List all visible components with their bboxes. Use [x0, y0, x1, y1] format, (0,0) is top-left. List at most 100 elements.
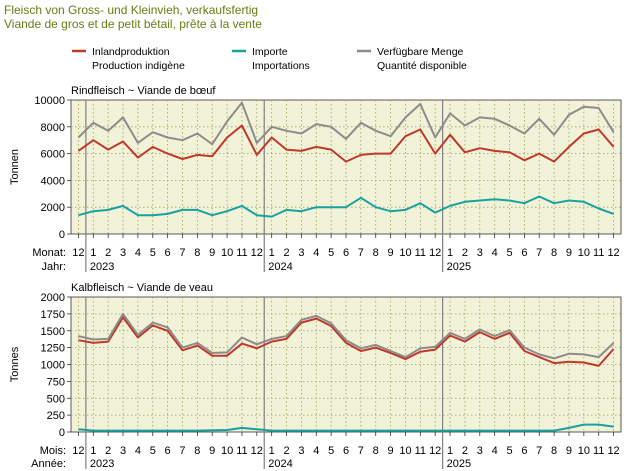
legend-label-de-0: Inlandproduktion: [92, 46, 170, 58]
y-tick-label: 750: [47, 376, 65, 388]
x-tick-label-month: 6: [521, 247, 527, 259]
x-tick-label-month: 4: [313, 445, 319, 457]
x-tick-label-month: 11: [593, 445, 604, 457]
x-tick-label-month: 8: [551, 247, 557, 259]
x-tick-label-month: 11: [593, 247, 604, 259]
x-tick-label-month: 10: [578, 445, 590, 457]
y-tick-label: 1000: [41, 360, 65, 372]
series-line-imports: [78, 195, 614, 218]
x-tick-label-month: 12: [607, 247, 619, 259]
x-tick-label-month: 9: [209, 247, 215, 259]
series-line-available: [78, 312, 615, 360]
x-tick-label-month: 3: [477, 247, 483, 259]
legend: Inlandproduktion Production indigène Impor…: [72, 46, 467, 72]
plot-area: [70, 99, 622, 235]
x-tick-label-month: 2: [462, 247, 468, 259]
y-tick-label: 250: [47, 410, 65, 422]
x-tick-label-month: 1: [90, 445, 96, 457]
x-tick-label-month: 1: [447, 247, 453, 259]
x-axis-row-label-month: Mois:: [40, 445, 66, 457]
x-tick-label-month: 8: [194, 445, 200, 457]
series-line-available: [77, 101, 615, 146]
legend-label-fr-0: Production indigène: [92, 60, 185, 72]
x-tick-label-month: 9: [566, 445, 572, 457]
x-tick-label-month: 1: [269, 445, 275, 457]
x-tick-label-month: 12: [72, 247, 84, 259]
x-tick-label-month: 4: [135, 247, 141, 259]
x-tick-label-month: 4: [492, 247, 498, 259]
x-tick-label-month: 10: [399, 247, 411, 259]
x-tick-label-month: 12: [607, 445, 619, 457]
legend-label-fr-2: Quantité disponible: [377, 60, 467, 72]
x-tick-label-month: 8: [551, 445, 557, 457]
x-tick-label-month: 5: [328, 247, 334, 259]
legend-label-fr-1: Importations: [252, 60, 310, 72]
y-tick-label: 10000: [34, 95, 65, 107]
x-tick-label-month: 8: [194, 247, 200, 259]
x-tick-label-month: 4: [492, 445, 498, 457]
x-tick-label-month: 2: [283, 445, 289, 457]
y-tick-label: 8000: [41, 122, 65, 134]
x-tick-label-month: 5: [150, 445, 156, 457]
x-tick-label-month: 3: [120, 247, 126, 259]
y-tick-label: 6000: [41, 149, 65, 161]
y-tick-label: 1250: [41, 343, 65, 355]
y-tick-label: 1750: [41, 309, 65, 321]
x-axis-row-label-month: Monat:: [32, 247, 66, 259]
series-line-imports: [78, 423, 614, 432]
x-tick-label-month: 3: [298, 247, 304, 259]
x-tick-label-month: 4: [135, 445, 141, 457]
x-tick-label-month: 6: [521, 445, 527, 457]
legend-label-de-1: Importe: [252, 46, 288, 58]
y-tick-label: 2000: [41, 292, 65, 304]
x-tick-label-month: 12: [72, 445, 84, 457]
x-tick-label-year: 2023: [90, 261, 114, 273]
x-tick-label-month: 11: [236, 445, 247, 457]
x-tick-label-month: 1: [447, 445, 453, 457]
y-tick-label: 500: [47, 393, 65, 405]
y-axis-label: Tonnes: [9, 346, 21, 382]
x-tick-label-month: 7: [358, 247, 364, 259]
x-tick-label-month: 2: [105, 247, 111, 259]
x-tick-label-month: 6: [343, 445, 349, 457]
x-tick-label-month: 12: [429, 247, 441, 259]
figure-title-de: Fleisch von Gross- und Kleinvieh, verkau…: [4, 3, 258, 17]
x-tick-label-month: 7: [179, 247, 185, 259]
x-tick-label-month: 8: [373, 445, 379, 457]
y-tick-label: 4000: [41, 175, 65, 187]
y-tick-label: 0: [59, 229, 65, 241]
x-axis-row-label-year: Jahr:: [42, 261, 66, 273]
x-tick-label-month: 5: [150, 247, 156, 259]
series-line-production: [77, 124, 615, 163]
x-tick-label-month: 2: [105, 445, 111, 457]
x-tick-label-month: 6: [343, 247, 349, 259]
x-tick-label-year: 2023: [90, 458, 114, 470]
x-tick-label-month: 10: [221, 247, 233, 259]
x-tick-label-month: 3: [120, 445, 126, 457]
x-tick-label-year: 2025: [447, 261, 471, 273]
x-tick-label-month: 5: [506, 247, 512, 259]
y-axis-label: Tonnen: [9, 149, 21, 185]
x-tick-label-month: 7: [358, 445, 364, 457]
panel-subtitle: Rindfleisch ~ Viande de bœuf: [71, 85, 216, 97]
x-tick-label-month: 5: [328, 445, 334, 457]
figure-title-fr: Viande de gros et de petit bétail, prête…: [4, 17, 262, 31]
y-tick-label: 1500: [41, 326, 65, 338]
x-tick-label-month: 9: [566, 247, 572, 259]
x-tick-label-month: 1: [90, 247, 96, 259]
y-tick-label: 0: [59, 427, 65, 439]
x-tick-label-month: 7: [536, 247, 542, 259]
x-tick-label-month: 11: [415, 445, 426, 457]
x-tick-label-month: 10: [399, 445, 411, 457]
x-tick-label-month: 3: [477, 445, 483, 457]
x-tick-label-month: 12: [251, 445, 263, 457]
x-axis-row-label-year: Année:: [31, 458, 66, 470]
x-tick-label-month: 7: [179, 445, 185, 457]
x-tick-label-month: 2: [462, 445, 468, 457]
x-tick-label-month: 2: [283, 247, 289, 259]
x-tick-label-month: 1: [269, 247, 275, 259]
x-tick-label-month: 10: [221, 445, 233, 457]
